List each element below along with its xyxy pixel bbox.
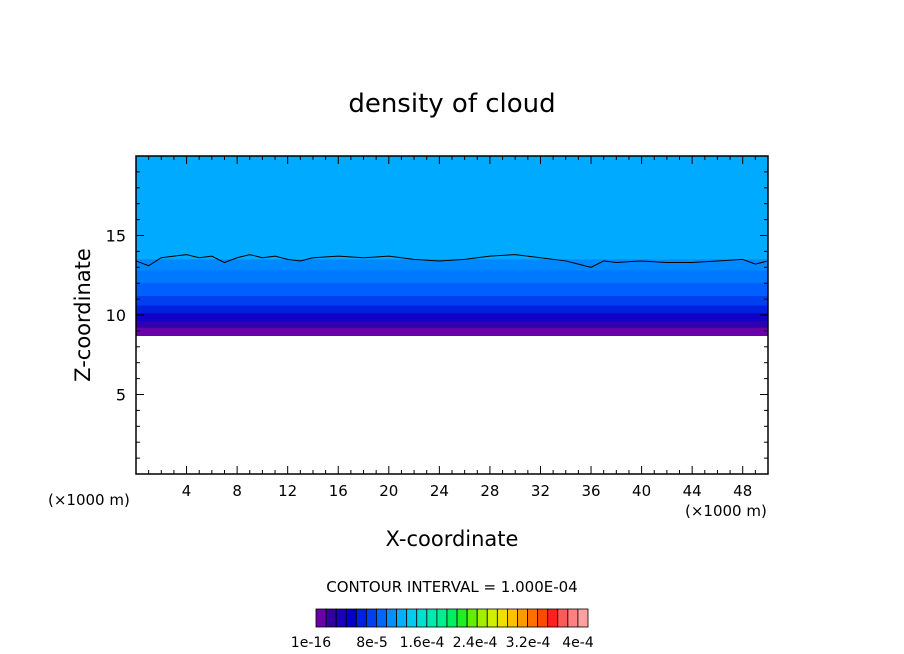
- x-axis-label: X-coordinate: [386, 527, 519, 551]
- colorbar-swatch: [406, 608, 418, 628]
- colorbar-swatch: [567, 608, 579, 628]
- y-axis-label: Z-coordinate: [71, 248, 95, 382]
- colorbar-label: 1e-16: [291, 635, 331, 651]
- x-tick-label: 32: [531, 482, 550, 500]
- colorbar-swatch: [486, 608, 498, 628]
- contour-line: [135, 254, 769, 268]
- y-tick-label: 5: [116, 386, 126, 405]
- x-axis-unit-left: (×1000 m): [48, 491, 130, 509]
- x-tick-label: 48: [733, 482, 752, 500]
- colorbar-swatch: [557, 608, 569, 628]
- colorbar-swatch: [456, 608, 468, 628]
- colorbar-swatch: [386, 608, 397, 628]
- x-tick-label: 24: [430, 482, 449, 500]
- colorbar-swatch: [345, 608, 357, 628]
- colorbar-swatch: [517, 608, 528, 628]
- colorbar-labels: 1e-16 8e-5 1.6e-4 2.4e-4 3.2e-4 4e-4: [291, 635, 594, 651]
- contour-interval-label: CONTOUR INTERVAL = 1.000E-04: [326, 578, 577, 596]
- colorbar-swatch: [355, 608, 367, 628]
- colorbar-swatch: [466, 608, 478, 628]
- x-axis-unit-right: (×1000 m): [685, 502, 767, 520]
- colorbar-swatch: [396, 608, 408, 628]
- x-tick-label: 4: [182, 482, 192, 500]
- colorbar-swatch: [426, 608, 438, 628]
- plot-area: [135, 155, 769, 475]
- x-tick-label: 8: [232, 482, 242, 500]
- colorbar-swatch: [577, 608, 589, 628]
- cloud-layer-band: [136, 327, 768, 336]
- colorbar-swatch: [547, 608, 559, 628]
- y-tick-label: 10: [106, 306, 126, 325]
- x-tick-label: 12: [278, 482, 297, 500]
- x-tick-label: 16: [329, 482, 348, 500]
- cloud-layers: [136, 156, 768, 336]
- colorbar-label: 3.2e-4: [506, 635, 551, 651]
- x-tick-label: 40: [632, 482, 651, 500]
- x-axis-ticks: 4 8 12 16 20 24 28 32 36 40 44 48: [148, 156, 756, 500]
- colorbar-label: 1.6e-4: [400, 635, 445, 651]
- colorbar-swatch: [476, 608, 488, 628]
- colorbar-swatch: [527, 608, 539, 628]
- x-tick-label: 28: [480, 482, 499, 500]
- chart-title: density of cloud: [348, 89, 555, 119]
- y-axis-ticks: 5 10 15: [106, 171, 768, 459]
- colorbar-swatch: [537, 608, 549, 628]
- colorbar-swatch: [376, 608, 387, 628]
- colorbar-label: 4e-4: [562, 635, 594, 651]
- colorbar-swatch: [365, 608, 377, 628]
- colorbar-swatch: [507, 608, 518, 628]
- colorbar-swatch: [325, 608, 337, 628]
- colorbar-swatch: [496, 608, 508, 628]
- y-tick-label: 15: [106, 227, 126, 246]
- x-tick-label: 20: [379, 482, 398, 500]
- colorbar: [315, 608, 589, 628]
- colorbar-swatch: [335, 608, 347, 628]
- colorbar-label: 8e-5: [356, 635, 387, 651]
- colorbar-swatch: [436, 608, 448, 628]
- colorbar-swatch: [446, 608, 458, 628]
- x-tick-label: 44: [683, 482, 702, 500]
- x-tick-label: 36: [581, 482, 600, 500]
- colorbar-swatch: [416, 608, 428, 628]
- colorbar-swatch: [315, 608, 327, 628]
- colorbar-label: 2.4e-4: [453, 635, 498, 651]
